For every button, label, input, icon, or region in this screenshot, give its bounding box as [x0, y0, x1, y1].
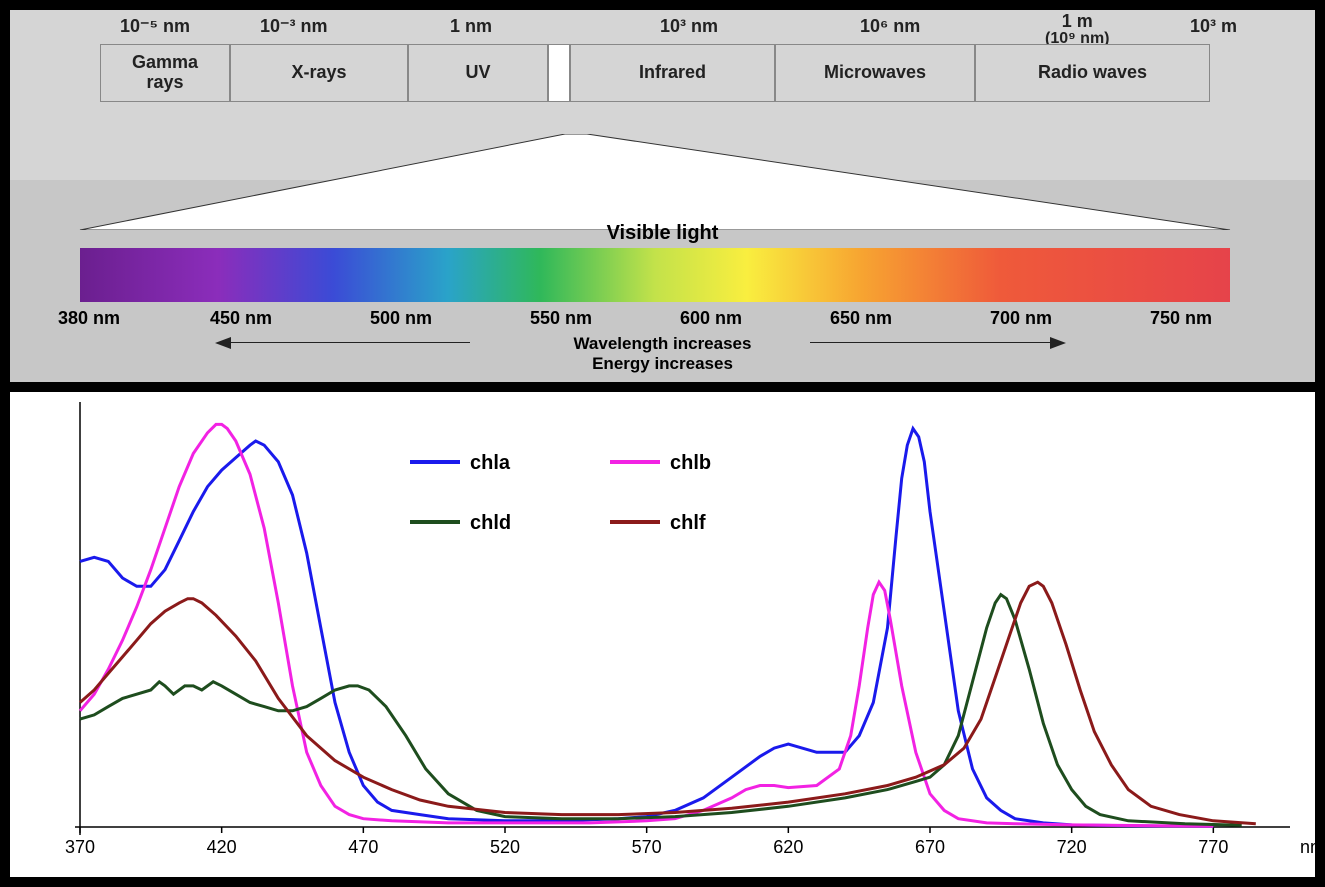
em-scale-label: 1 nm	[450, 16, 492, 37]
visible-spectrum-section: Visible light 380 nm 450 nm 500 nm 550 nm 60…	[10, 180, 1315, 382]
em-scale-label: 10⁻⁵ nm	[120, 16, 190, 37]
visible-spectrum-bar	[80, 248, 1230, 302]
x-tick-label: 420	[207, 837, 237, 857]
wavelength-increases-label: Wavelength increases	[10, 334, 1315, 354]
wavelength-label: 600 nm	[680, 308, 742, 329]
absorption-chart-panel: 370 420 470 520 570 620 670 720 770 nm chla chlb chl…	[0, 392, 1325, 887]
wavelength-label: 500 nm	[370, 308, 432, 329]
energy-increases-label: Energy increases	[10, 354, 1315, 374]
wavelength-label: 550 nm	[530, 308, 592, 329]
em-band-box: Radio waves	[975, 44, 1210, 102]
x-tick-label: 620	[773, 837, 803, 857]
x-tick-label: 520	[490, 837, 520, 857]
em-band-box: Gammarays	[100, 44, 230, 102]
visible-light-title: Visible light	[10, 222, 1315, 245]
wavelength-label: 700 nm	[990, 308, 1052, 329]
x-tick-label: 670	[915, 837, 945, 857]
em-scale-label: 10³ m	[1190, 16, 1237, 37]
em-scale-label: 10⁶ nm	[860, 16, 920, 37]
spectrum-annotations: Wavelength increases Energy increases	[10, 334, 1315, 375]
visible-slot	[548, 44, 570, 102]
legend-label: chld	[470, 512, 511, 534]
em-scale-label: 1 m(10⁹ nm)	[1045, 12, 1110, 48]
em-band-box: Infrared	[570, 44, 775, 102]
em-band-box: X-rays	[230, 44, 408, 102]
em-scale-label: 10⁻³ nm	[260, 16, 328, 37]
series-chld	[80, 595, 1242, 826]
x-tick-label: 770	[1198, 837, 1228, 857]
x-tick-label: 720	[1057, 837, 1087, 857]
x-tick-label: 570	[632, 837, 662, 857]
legend-label: chla	[470, 452, 511, 474]
series-chlb	[80, 424, 1213, 826]
em-band-box: Microwaves	[775, 44, 975, 102]
em-scale-label: 10³ nm	[660, 16, 718, 37]
wavelength-label: 450 nm	[210, 308, 272, 329]
legend-label: chlf	[670, 512, 706, 534]
wavelength-label: 750 nm	[1150, 308, 1212, 329]
em-spectrum-strip: 10⁻⁵ nm 10⁻³ nm 1 nm 10³ nm 10⁶ nm 1 m(10⁹ nm…	[10, 10, 1315, 180]
em-band-box: UV	[408, 44, 548, 102]
em-spectrum-panel: 10⁻⁵ nm 10⁻³ nm 1 nm 10³ nm 10⁶ nm 1 m(10⁹ nm…	[0, 0, 1325, 392]
series-chla	[80, 429, 1213, 827]
x-axis-label: nm	[1300, 837, 1315, 857]
wavelength-label: 650 nm	[830, 308, 892, 329]
legend-label: chlb	[670, 452, 711, 474]
wavelength-label: 380 nm	[58, 308, 120, 329]
x-tick-label: 470	[348, 837, 378, 857]
absorption-chart: 370 420 470 520 570 620 670 720 770 nm chla chlb chl…	[10, 392, 1315, 877]
x-tick-label: 370	[65, 837, 95, 857]
